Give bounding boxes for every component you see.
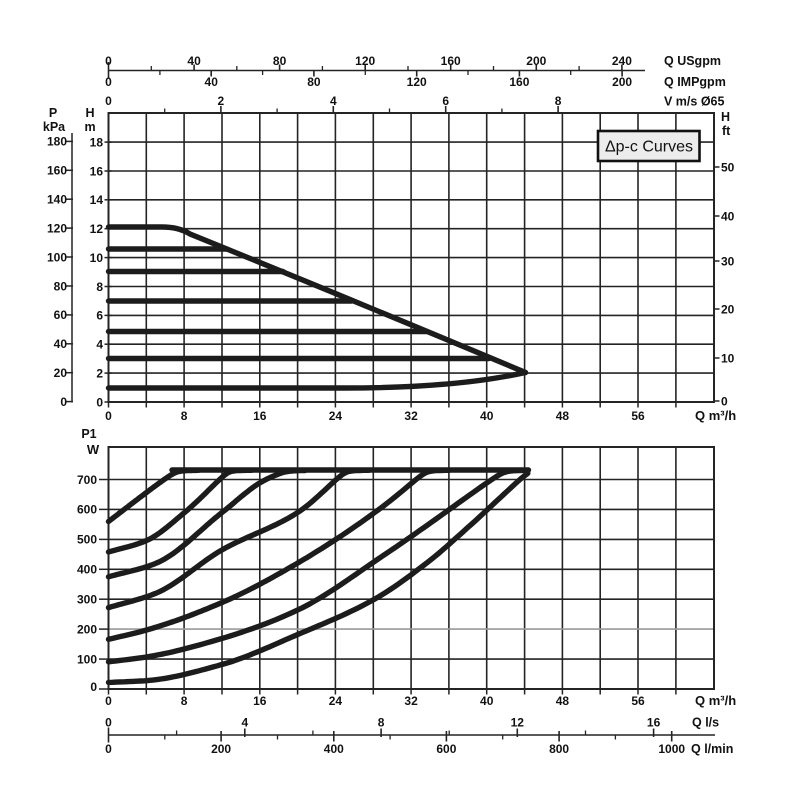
svg-text:80: 80 (307, 75, 321, 89)
svg-text:80: 80 (54, 279, 68, 293)
svg-text:Δp-c Curves: Δp-c Curves (605, 139, 693, 156)
svg-text:0: 0 (105, 94, 112, 108)
svg-text:6: 6 (96, 309, 103, 323)
svg-text:Q l/min: Q l/min (691, 742, 733, 756)
svg-text:140: 140 (47, 193, 67, 207)
svg-text:0: 0 (105, 742, 112, 756)
svg-text:24: 24 (329, 694, 343, 708)
svg-text:4: 4 (241, 715, 248, 729)
svg-text:48: 48 (556, 409, 570, 423)
svg-text:160: 160 (47, 164, 67, 178)
svg-text:ft: ft (722, 124, 731, 138)
svg-text:500: 500 (77, 533, 97, 547)
svg-text:12: 12 (511, 715, 525, 729)
svg-text:200: 200 (612, 75, 632, 89)
svg-text:0: 0 (105, 715, 112, 729)
svg-text:Q m³/h: Q m³/h (695, 408, 736, 423)
svg-text:180: 180 (47, 135, 67, 149)
svg-text:0: 0 (105, 54, 112, 68)
svg-text:80: 80 (273, 54, 287, 68)
svg-text:600: 600 (77, 503, 97, 517)
svg-text:120: 120 (355, 54, 375, 68)
svg-text:200: 200 (526, 54, 546, 68)
svg-text:20: 20 (721, 302, 735, 316)
svg-text:160: 160 (441, 54, 461, 68)
svg-text:32: 32 (404, 694, 418, 708)
svg-text:4: 4 (96, 338, 103, 352)
svg-text:48: 48 (556, 694, 570, 708)
svg-text:600: 600 (436, 742, 456, 756)
svg-text:56: 56 (631, 694, 645, 708)
svg-text:56: 56 (631, 409, 645, 423)
svg-text:16: 16 (90, 164, 104, 178)
svg-text:0: 0 (105, 75, 112, 89)
svg-text:200: 200 (77, 622, 97, 636)
svg-text:2: 2 (218, 94, 225, 108)
svg-text:8: 8 (181, 409, 188, 423)
svg-text:400: 400 (324, 742, 344, 756)
svg-text:6: 6 (442, 94, 449, 108)
svg-text:1000: 1000 (658, 742, 685, 756)
svg-text:160: 160 (509, 75, 529, 89)
svg-text:400: 400 (77, 563, 97, 577)
svg-text:Q USgpm: Q USgpm (664, 54, 721, 68)
svg-text:10: 10 (90, 251, 104, 265)
svg-text:0: 0 (90, 680, 97, 694)
svg-text:0: 0 (105, 694, 112, 708)
svg-text:kPa: kPa (43, 120, 66, 134)
svg-text:V m/s Ø65: V m/s Ø65 (664, 95, 724, 109)
svg-text:24: 24 (329, 409, 343, 423)
svg-text:40: 40 (187, 54, 201, 68)
svg-text:800: 800 (549, 742, 569, 756)
svg-text:8: 8 (96, 280, 103, 294)
svg-text:14: 14 (90, 193, 104, 207)
svg-text:40: 40 (480, 409, 494, 423)
svg-text:40: 40 (54, 337, 68, 351)
svg-text:30: 30 (721, 254, 735, 268)
svg-text:120: 120 (47, 221, 67, 235)
svg-text:8: 8 (181, 694, 188, 708)
svg-text:50: 50 (721, 160, 735, 174)
svg-text:0: 0 (721, 394, 728, 408)
svg-text:H: H (85, 106, 94, 120)
svg-text:700: 700 (77, 473, 97, 487)
svg-text:P: P (49, 106, 57, 120)
svg-text:100: 100 (47, 250, 67, 264)
svg-text:H: H (721, 110, 730, 124)
svg-text:8: 8 (555, 94, 562, 108)
svg-text:10: 10 (721, 351, 735, 365)
svg-text:m: m (84, 120, 95, 134)
svg-text:0: 0 (60, 395, 67, 409)
svg-text:40: 40 (480, 694, 494, 708)
svg-text:0: 0 (105, 409, 112, 423)
svg-text:Q l/s: Q l/s (692, 715, 719, 729)
svg-text:4: 4 (330, 94, 337, 108)
svg-text:18: 18 (90, 135, 104, 149)
svg-text:120: 120 (407, 75, 427, 89)
svg-text:16: 16 (253, 409, 267, 423)
svg-text:8: 8 (378, 715, 385, 729)
svg-text:200: 200 (211, 742, 231, 756)
svg-text:2: 2 (96, 366, 103, 380)
svg-text:100: 100 (77, 652, 97, 666)
svg-text:P1: P1 (81, 427, 96, 441)
svg-text:300: 300 (77, 593, 97, 607)
svg-text:12: 12 (90, 222, 104, 236)
svg-text:240: 240 (612, 54, 632, 68)
svg-text:Q m³/h: Q m³/h (695, 693, 736, 708)
svg-text:Q IMPgpm: Q IMPgpm (664, 75, 726, 89)
svg-text:W: W (87, 442, 100, 457)
svg-text:20: 20 (54, 366, 68, 380)
svg-text:32: 32 (404, 409, 418, 423)
svg-text:40: 40 (721, 209, 735, 223)
svg-text:16: 16 (647, 715, 661, 729)
svg-text:16: 16 (253, 694, 267, 708)
svg-text:40: 40 (205, 75, 219, 89)
svg-text:60: 60 (54, 308, 68, 322)
svg-text:0: 0 (96, 395, 103, 409)
